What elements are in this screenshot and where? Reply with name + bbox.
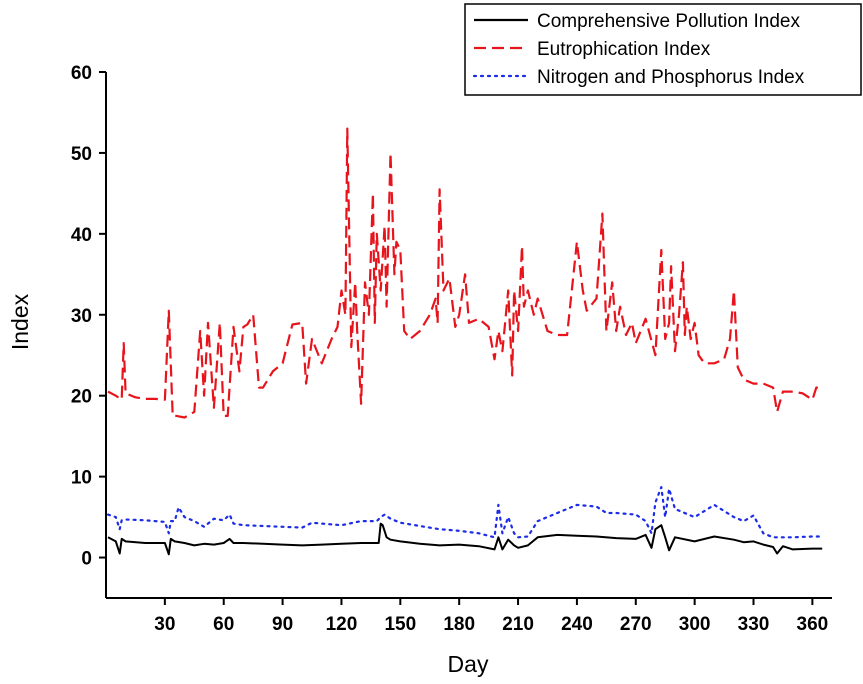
x-tick-label: 30 <box>154 614 175 635</box>
x-axis-title: Day <box>448 651 489 677</box>
x-tick-label: 210 <box>502 614 534 635</box>
y-tick-label: 60 <box>71 63 92 84</box>
legend-label-comprehensive-pollution-index: Comprehensive Pollution Index <box>537 11 800 32</box>
x-tick-label: 360 <box>797 614 829 635</box>
x-tick-label: 120 <box>326 614 358 635</box>
x-axis-ticks: 30 60 90 120 150 180 210 240 270 300 330 360 <box>154 598 828 635</box>
series-line-comprehensive-pollution-index <box>107 522 823 556</box>
plot-area: 30 60 90 120 150 180 210 240 270 300 330 360 0 10 20 3… <box>71 63 832 635</box>
x-tick-label: 240 <box>561 614 593 635</box>
y-tick-label: 20 <box>71 387 92 408</box>
x-tick-label: 180 <box>443 614 475 635</box>
y-axis-title: Index <box>7 293 33 350</box>
x-tick-label: 330 <box>738 614 770 635</box>
x-tick-label: 300 <box>679 614 711 635</box>
y-tick-label: 30 <box>71 306 92 327</box>
x-tick-label: 150 <box>384 614 416 635</box>
y-tick-label: 50 <box>71 144 92 165</box>
legend-label-eutrophication-index: Eutrophication Index <box>537 39 711 60</box>
y-tick-label: 10 <box>71 468 92 489</box>
series-line-nitrogen-and-phosphorus-index <box>106 486 824 539</box>
y-tick-label: 40 <box>71 225 92 246</box>
series-line-eutrophication-index <box>107 127 823 419</box>
x-tick-label: 60 <box>213 614 234 635</box>
legend-label-nitrogen-and-phosphorus-index: Nitrogen and Phosphorus Index <box>537 67 805 88</box>
legend-box <box>464 3 862 96</box>
x-tick-label: 90 <box>272 614 293 635</box>
y-tick-label: 0 <box>81 549 92 570</box>
series-layer <box>106 127 824 556</box>
x-tick-label: 270 <box>620 614 652 635</box>
legend-items: Comprehensive Pollution Index Eutrophicat… <box>472 11 805 88</box>
legend: Comprehensive Pollution Index Eutrophicat… <box>464 3 862 96</box>
y-axis-ticks: 0 10 20 30 40 50 60 <box>71 63 106 570</box>
